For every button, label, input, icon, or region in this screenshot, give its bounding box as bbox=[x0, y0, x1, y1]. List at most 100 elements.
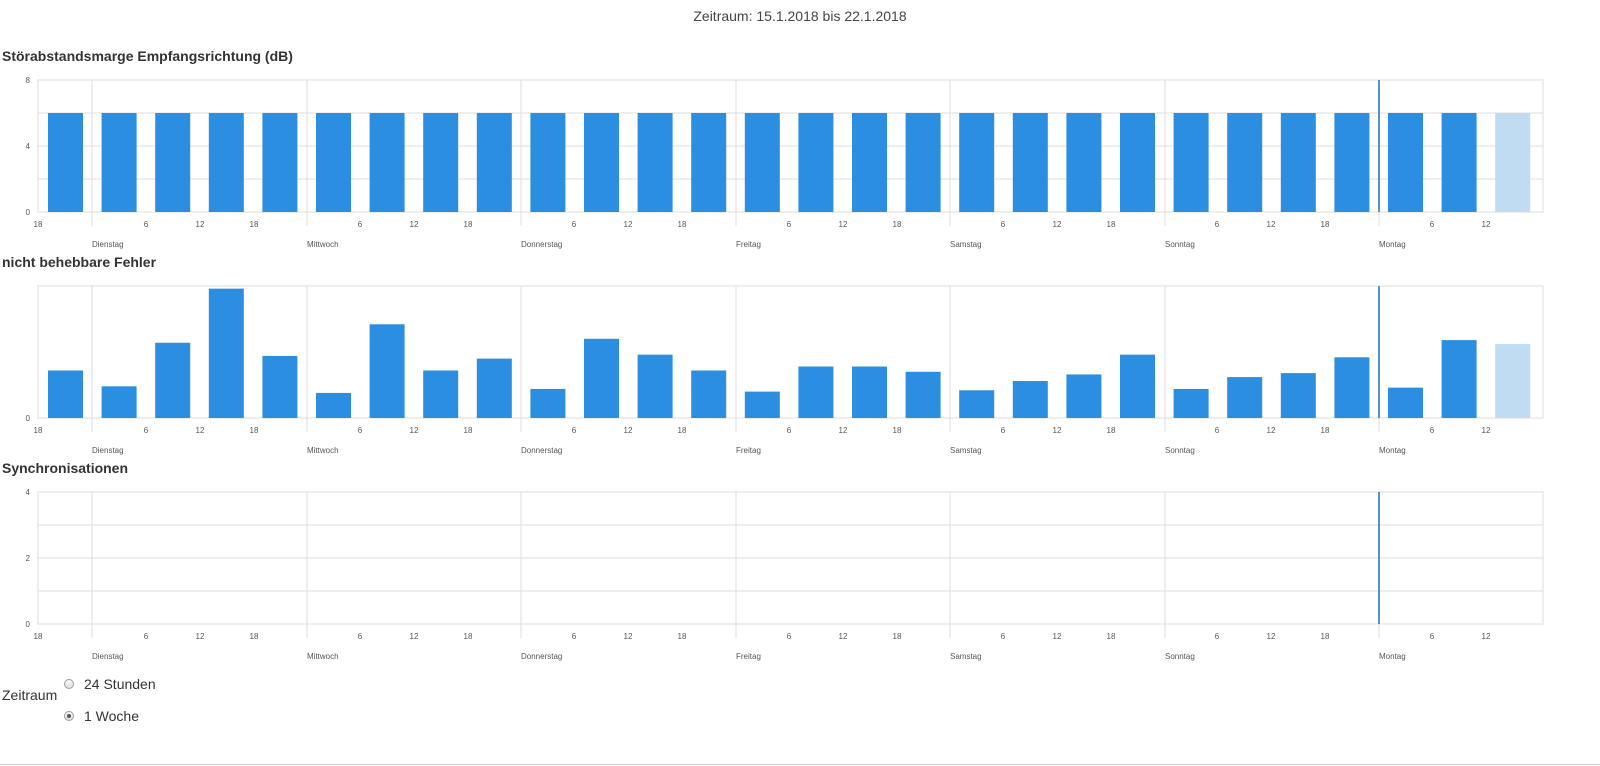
bar bbox=[476, 113, 512, 212]
x-tick-label: 6 bbox=[1215, 632, 1220, 641]
bar bbox=[744, 391, 780, 418]
x-tick-label: 18 bbox=[464, 632, 473, 641]
day-label: Mittwoch bbox=[307, 240, 339, 249]
day-label: Freitag bbox=[736, 652, 761, 661]
x-tick-label: 6 bbox=[144, 220, 149, 229]
range-label: Zeitraum bbox=[2, 687, 58, 703]
bar bbox=[637, 113, 673, 212]
bar bbox=[584, 338, 619, 418]
x-tick-label: 12 bbox=[1482, 632, 1491, 641]
x-tick-label: 6 bbox=[1430, 632, 1435, 641]
bar bbox=[852, 113, 887, 212]
bar bbox=[101, 113, 137, 212]
day-label: Sonntag bbox=[1165, 240, 1195, 249]
day-label: Samstag bbox=[950, 446, 982, 455]
x-tick-label: 18 bbox=[893, 426, 902, 435]
x-tick-label: 12 bbox=[624, 632, 633, 641]
bar bbox=[1012, 113, 1048, 212]
range-option-1week[interactable]: 1 Woche bbox=[64, 708, 139, 724]
day-label: Sonntag bbox=[1165, 652, 1195, 661]
x-tick-label: 6 bbox=[1001, 426, 1006, 435]
x-tick-label: 18 bbox=[1107, 426, 1116, 435]
bar bbox=[1441, 113, 1477, 212]
x-tick-label: 12 bbox=[839, 426, 848, 435]
x-tick-label: 6 bbox=[787, 426, 792, 435]
x-tick-label: 6 bbox=[572, 632, 577, 641]
radio-1week-label: 1 Woche bbox=[84, 708, 139, 724]
x-tick-label: 18 bbox=[464, 426, 473, 435]
x-tick-label: 18 bbox=[250, 632, 259, 641]
x-tick-label: 12 bbox=[1267, 220, 1276, 229]
bar bbox=[1120, 354, 1155, 418]
x-tick-label: 6 bbox=[1215, 426, 1220, 435]
y-tick-label: 8 bbox=[26, 76, 31, 85]
bar bbox=[48, 370, 83, 418]
radio-1week[interactable] bbox=[64, 711, 74, 721]
bar bbox=[208, 288, 244, 418]
x-tick-label: 12 bbox=[410, 220, 419, 229]
bar bbox=[1173, 388, 1209, 418]
y-tick-label: 4 bbox=[26, 488, 31, 497]
bar bbox=[1334, 357, 1370, 418]
bar bbox=[637, 354, 673, 418]
x-tick-label: 18 bbox=[1321, 632, 1330, 641]
x-tick-label: 6 bbox=[144, 632, 149, 641]
x-tick-label: 6 bbox=[572, 426, 577, 435]
day-label: Dienstag bbox=[92, 446, 124, 455]
day-label: Donnerstag bbox=[521, 652, 562, 661]
range-option-24h[interactable]: 24 Stunden bbox=[64, 676, 156, 692]
bar bbox=[423, 113, 459, 212]
x-tick-label: 12 bbox=[1053, 632, 1062, 641]
bar bbox=[208, 113, 244, 212]
x-tick-label: 12 bbox=[196, 632, 205, 641]
bar bbox=[1388, 113, 1423, 212]
chart-title-sync: Synchronisationen bbox=[2, 460, 129, 476]
bar bbox=[959, 390, 995, 418]
bar bbox=[959, 113, 995, 212]
x-tick-label: 12 bbox=[410, 426, 419, 435]
day-label: Montag bbox=[1379, 240, 1406, 249]
bar bbox=[316, 392, 351, 418]
day-label: Donnerstag bbox=[521, 446, 562, 455]
bar bbox=[530, 113, 566, 212]
bar bbox=[369, 324, 405, 418]
bar bbox=[1495, 344, 1531, 418]
x-tick-label: 6 bbox=[787, 632, 792, 641]
x-tick-label: 18 bbox=[893, 632, 902, 641]
x-tick-label: 18 bbox=[250, 426, 259, 435]
x-tick-label: 12 bbox=[1482, 426, 1491, 435]
bar bbox=[852, 366, 887, 418]
x-tick-label: 6 bbox=[572, 220, 577, 229]
bar bbox=[1120, 113, 1155, 212]
bar bbox=[1173, 113, 1209, 212]
x-tick-label: 6 bbox=[1430, 426, 1435, 435]
x-tick-label: 18 bbox=[250, 220, 259, 229]
bar bbox=[48, 113, 83, 212]
day-label: Sonntag bbox=[1165, 446, 1195, 455]
bar bbox=[262, 355, 298, 418]
plot-frame bbox=[37, 285, 1544, 419]
radio-24h[interactable] bbox=[64, 679, 74, 689]
y-tick-label: 2 bbox=[26, 554, 31, 563]
bar bbox=[369, 113, 405, 212]
bar bbox=[798, 366, 834, 418]
day-label: Donnerstag bbox=[521, 240, 562, 249]
bar bbox=[1066, 113, 1102, 212]
x-tick-label: 18 bbox=[893, 220, 902, 229]
x-tick-label: 18 bbox=[34, 220, 43, 229]
bottom-divider bbox=[0, 764, 1600, 765]
bar bbox=[1280, 113, 1316, 212]
x-tick-label: 12 bbox=[839, 632, 848, 641]
day-label: Freitag bbox=[736, 446, 761, 455]
errors-chart: 018 6 12 18 6 12 18 6 12 18 6 12 18 6 12 18 6 12 18 6 12Dien… bbox=[26, 285, 1544, 455]
day-label: Mittwoch bbox=[307, 446, 339, 455]
x-tick-label: 12 bbox=[1482, 220, 1491, 229]
bar bbox=[316, 113, 351, 212]
bar bbox=[1227, 377, 1263, 418]
day-label: Montag bbox=[1379, 652, 1406, 661]
bar bbox=[1441, 340, 1477, 418]
x-tick-label: 6 bbox=[1430, 220, 1435, 229]
x-tick-label: 12 bbox=[1053, 220, 1062, 229]
